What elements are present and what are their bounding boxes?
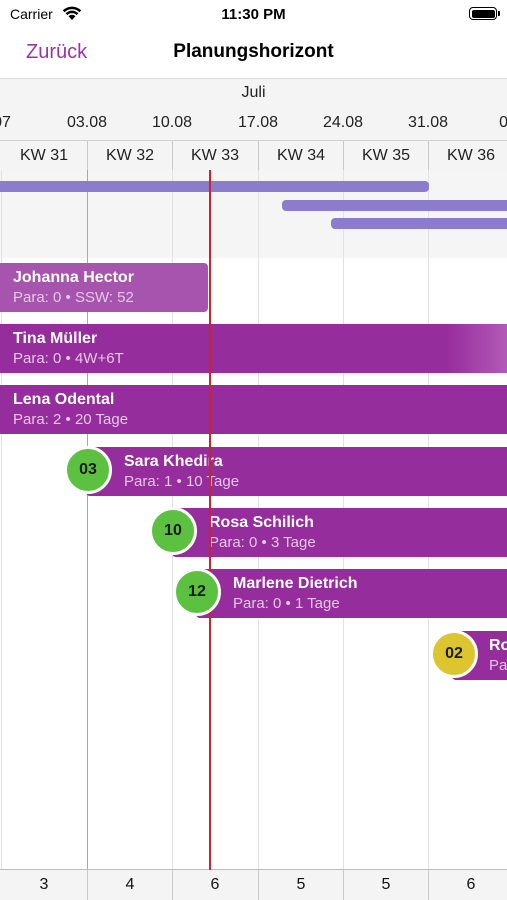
page-title-text: Planungshorizont xyxy=(173,41,334,62)
week-label[interactable]: KW 34 xyxy=(276,147,325,164)
date-label: 24.08 xyxy=(322,114,364,131)
week-separator xyxy=(343,141,344,171)
wifi-icon xyxy=(62,6,82,20)
date-label: 03.08 xyxy=(66,114,108,131)
overview-bar[interactable] xyxy=(282,200,507,211)
patient-bar-lena-odental[interactable]: Lena Odental Para: 2 • 20 Tage xyxy=(0,385,507,434)
footer-separator xyxy=(87,870,88,900)
week-row: KW 31 KW 32 KW 33 KW 34 KW 35 KW 36 xyxy=(0,140,507,171)
overview-bar[interactable] xyxy=(331,218,507,229)
patient-info: Para: 0 • SSW: 52 xyxy=(13,289,134,306)
patient-bar-sara-khedira[interactable]: Sara Khedira Para: 1 • 10 Tage xyxy=(86,447,507,496)
date-label: 17.08 xyxy=(237,114,279,131)
week-count: 3 xyxy=(39,876,49,893)
date-label: 31.08 xyxy=(407,114,449,131)
patient-name: Johanna Hector xyxy=(13,269,134,286)
patient-name: Sara Khedira xyxy=(124,453,223,470)
patient-info: Para: 0 • 1 Tage xyxy=(233,595,340,612)
date-label: 10.08 xyxy=(151,114,193,131)
patient-badge[interactable]: 12 xyxy=(173,568,221,616)
date-label: 07 xyxy=(0,114,11,131)
timeline-header: Juli 07 03.08 10.08 17.08 24.08 31.08 07… xyxy=(0,78,507,171)
patient-badge[interactable]: 02 xyxy=(430,630,478,678)
week-count: 4 xyxy=(125,876,135,893)
week-count-footer: 3 4 6 5 5 6 xyxy=(0,869,507,900)
patient-bar-tina-mueller[interactable]: Tina Müller Para: 0 • 4W+6T xyxy=(0,324,507,373)
week-count: 5 xyxy=(296,876,306,893)
patient-name: Rosa Schilich xyxy=(209,514,314,531)
patient-name: Marlene Dietrich xyxy=(233,575,358,592)
patient-info: Para: 0 • 4W+6T xyxy=(13,350,124,367)
week-label[interactable]: KW 35 xyxy=(361,147,410,164)
patient-badge[interactable]: 03 xyxy=(64,446,112,494)
week-separator xyxy=(258,141,259,171)
patient-info: Pa xyxy=(489,657,507,674)
patient-name: Tina Müller xyxy=(13,330,98,347)
week-count: 6 xyxy=(466,876,476,893)
footer-separator xyxy=(172,870,173,900)
footer-separator xyxy=(428,870,429,900)
week-separator xyxy=(428,141,429,171)
today-marker xyxy=(209,170,211,870)
week-separator xyxy=(172,141,173,171)
overview-bar[interactable] xyxy=(0,181,429,192)
status-bar: Carrier 11:30 PM xyxy=(0,0,507,30)
week-count: 6 xyxy=(210,876,220,893)
navigation-bar: Zurück Planungshorizont xyxy=(0,30,507,78)
patient-bar-marlene-dietrich[interactable]: Marlene Dietrich Para: 0 • 1 Tage xyxy=(196,569,507,618)
week-label[interactable]: KW 32 xyxy=(105,147,154,164)
week-label[interactable]: KW 33 xyxy=(190,147,239,164)
patient-bar-johanna-hector[interactable]: Johanna Hector Para: 0 • SSW: 52 xyxy=(0,263,208,312)
back-button[interactable]: Zurück xyxy=(26,41,88,63)
week-label[interactable]: KW 31 xyxy=(19,147,68,164)
gridline xyxy=(87,170,88,870)
week-count: 5 xyxy=(381,876,391,893)
planning-chart: Johanna Hector Para: 0 • SSW: 52 Tina Mü… xyxy=(0,170,507,870)
week-separator xyxy=(87,141,88,171)
week-label[interactable]: KW 36 xyxy=(446,147,495,164)
patient-bar-rosa-schilich[interactable]: Rosa Schilich Para: 0 • 3 Tage xyxy=(172,508,507,557)
battery-icon xyxy=(469,7,500,20)
patient-info: Para: 1 • 10 Tage xyxy=(124,473,240,490)
page-title: Planungshorizont xyxy=(0,41,507,63)
footer-separator xyxy=(258,870,259,900)
patient-name: Ro xyxy=(489,637,507,654)
carrier-label: Carrier xyxy=(10,6,53,22)
date-label: 07 xyxy=(499,114,507,131)
patient-info: Para: 2 • 20 Tage xyxy=(13,411,129,428)
status-time: 11:30 PM xyxy=(221,6,286,23)
patient-name: Lena Odental xyxy=(13,391,115,408)
footer-separator xyxy=(343,870,344,900)
gridline xyxy=(1,170,2,870)
patient-badge[interactable]: 10 xyxy=(149,507,197,555)
month-label: Juli xyxy=(241,84,266,101)
patient-info: Para: 0 • 3 Tage xyxy=(209,534,316,551)
